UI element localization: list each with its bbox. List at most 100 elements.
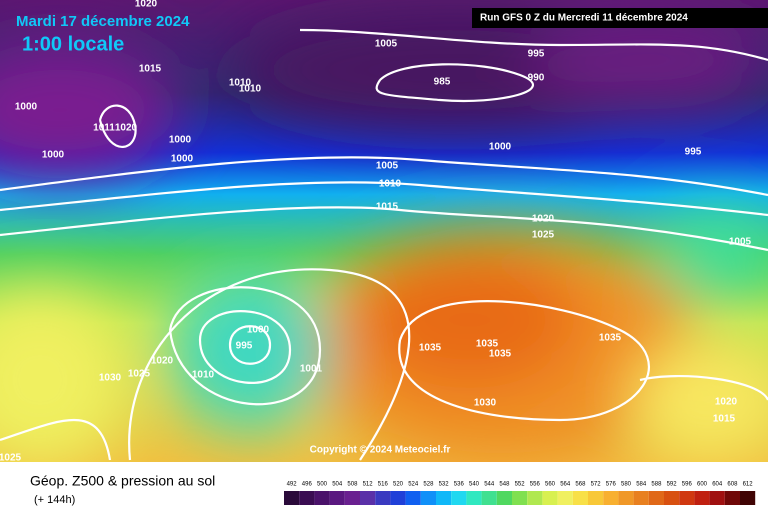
- scale-swatch: [588, 491, 604, 505]
- isobar-label: 985: [434, 77, 451, 88]
- isobar-label: 1005: [375, 39, 398, 50]
- scale-label: 532: [439, 482, 450, 488]
- isobar-label: 1000: [489, 142, 512, 153]
- footer-title: Géop. Z500 & pression au sol: [30, 473, 215, 489]
- scale-label: 496: [302, 482, 313, 488]
- isobar-label: 1020: [151, 356, 174, 367]
- isobar-label: 1020: [532, 214, 555, 225]
- isobar-label: 1025: [128, 369, 151, 380]
- scale-swatch: [390, 491, 406, 505]
- scale-swatch: [664, 491, 680, 505]
- scale-label: 524: [408, 482, 419, 488]
- scale-swatch: [284, 491, 300, 505]
- scale-label: 580: [621, 482, 632, 488]
- isobar-label: 1000: [15, 102, 38, 113]
- scale-swatch: [405, 491, 421, 505]
- scale-swatch: [694, 491, 710, 505]
- scale-label: 548: [499, 482, 510, 488]
- scale-label: 516: [378, 482, 389, 488]
- isobar-label: 1010: [239, 84, 262, 95]
- scale-label: 504: [332, 482, 343, 488]
- isobar-label: 1000: [169, 135, 192, 146]
- scale-swatch: [603, 491, 619, 505]
- scale-label: 540: [469, 482, 480, 488]
- scale-label: 560: [545, 482, 556, 488]
- isobar-label: 1020: [135, 0, 158, 10]
- isobar-label: 1030: [99, 373, 122, 384]
- scale-label: 572: [591, 482, 602, 488]
- isobar-label: 1000: [247, 325, 270, 336]
- scale-swatch: [329, 491, 345, 505]
- isobar-label: 1000: [42, 150, 65, 161]
- isobar-label: 995: [685, 147, 702, 158]
- scale-label: 536: [454, 482, 465, 488]
- scale-label: 600: [697, 482, 708, 488]
- scale-swatch: [314, 491, 330, 505]
- scale-label: 512: [363, 482, 374, 488]
- scale-label: 564: [560, 482, 571, 488]
- isobar-label: 1015: [139, 64, 162, 75]
- date: Mardi 17 décembre 2024: [16, 13, 190, 30]
- scale-swatch: [633, 491, 649, 505]
- scale-swatch: [527, 491, 543, 505]
- scale-label: 556: [530, 482, 541, 488]
- scale-label: 604: [712, 482, 723, 488]
- scale-swatch: [481, 491, 497, 505]
- footer-lead: (+ 144h): [34, 494, 75, 506]
- scale-label: 508: [347, 482, 358, 488]
- scale-swatch: [572, 491, 588, 505]
- isobar-label: 1015: [376, 202, 399, 213]
- run-box: [472, 8, 768, 28]
- isobar-label: 1025: [0, 453, 22, 464]
- isobar-label: 1005: [376, 161, 399, 172]
- isobar-label: 1035: [599, 333, 622, 344]
- scale-swatch: [451, 491, 467, 505]
- scale-swatch: [299, 491, 315, 505]
- scale-swatch: [542, 491, 558, 505]
- isobar-label: 1010: [229, 78, 252, 89]
- scale-swatch: [375, 491, 391, 505]
- scale-swatch: [557, 491, 573, 505]
- isobar-label: 1030: [474, 398, 497, 409]
- scale-label: 608: [727, 482, 738, 488]
- isobar-label: 1035: [476, 339, 499, 350]
- scale-label: 576: [606, 482, 617, 488]
- scale-swatch: [648, 491, 664, 505]
- isobar-label: 1020: [715, 397, 738, 408]
- isobar-label: 1020: [115, 123, 138, 134]
- copyright: Copyright © 2024 Meteociel.fr: [310, 445, 451, 456]
- field: [0, 0, 768, 462]
- scale-swatch: [496, 491, 512, 505]
- isobar-label: 1010: [379, 179, 402, 190]
- scale-label: 584: [636, 482, 647, 488]
- scale-swatch: [436, 491, 452, 505]
- scale-label: 528: [423, 482, 434, 488]
- scale-label: 588: [651, 482, 662, 488]
- scale-swatch: [679, 491, 695, 505]
- scale-swatch: [420, 491, 436, 505]
- run-info: Run GFS 0 Z du Mercredi 11 décembre 2024: [480, 13, 688, 24]
- scale-swatch: [344, 491, 360, 505]
- scale-label: 568: [575, 482, 586, 488]
- isobar-label: 1035: [419, 343, 442, 354]
- isobar-label: 995: [528, 49, 545, 60]
- scale-swatch: [360, 491, 376, 505]
- scale-swatch: [740, 491, 756, 505]
- isobar-label: 1015: [713, 414, 736, 425]
- scale-label: 552: [515, 482, 526, 488]
- scale-label: 520: [393, 482, 404, 488]
- scale-label: 500: [317, 482, 328, 488]
- scale-label: 492: [287, 482, 298, 488]
- scale-label: 596: [682, 482, 693, 488]
- scale-swatch: [724, 491, 740, 505]
- scale-swatch: [709, 491, 725, 505]
- isobar-label: 1011: [93, 123, 115, 134]
- scale-swatch: [618, 491, 634, 505]
- isobar-label: 1001: [300, 364, 323, 375]
- scale-label: 544: [484, 482, 495, 488]
- isobar-label: 1005: [729, 237, 752, 248]
- isobar-label: 990: [528, 73, 545, 84]
- isobar-label: 1035: [489, 349, 512, 360]
- scale-swatch: [466, 491, 482, 505]
